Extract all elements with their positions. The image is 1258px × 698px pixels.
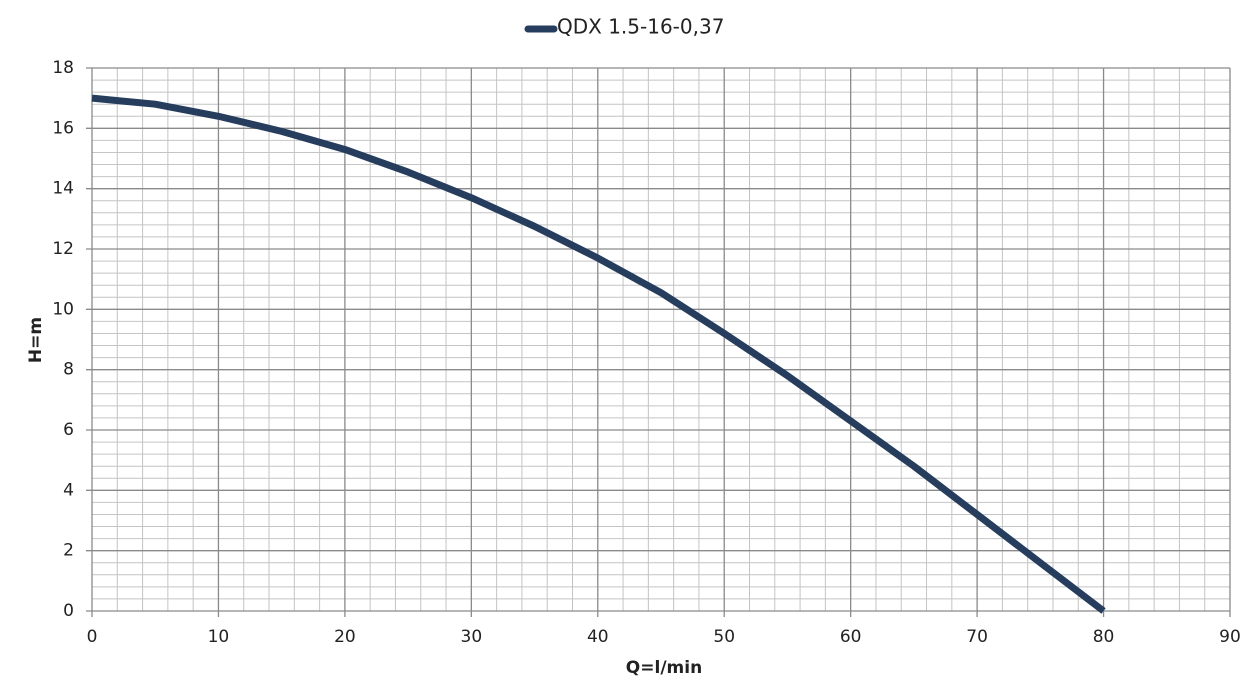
x-tick-label: 50 xyxy=(713,627,735,647)
y-tick-label: 4 xyxy=(63,480,74,500)
x-tick-label: 70 xyxy=(966,627,988,647)
x-axis-title: Q=l/min xyxy=(626,658,702,678)
x-tick-label: 10 xyxy=(208,627,230,647)
x-tick-label: 20 xyxy=(334,627,356,647)
y-tick-label: 12 xyxy=(52,239,74,259)
y-tick-label: 0 xyxy=(63,601,74,621)
x-tick-label: 0 xyxy=(87,627,98,647)
y-tick-label: 8 xyxy=(63,360,74,380)
data-line xyxy=(91,94,1106,614)
x-tick-label: 80 xyxy=(1093,627,1115,647)
y-tick-label: 6 xyxy=(63,420,74,440)
y-tick-label: 2 xyxy=(63,541,74,561)
y-tick-label: 14 xyxy=(52,179,74,199)
y-axis-title: H=m xyxy=(26,317,46,363)
legend-label: QDX 1.5-16-0,37 xyxy=(557,15,724,39)
legend-item: QDX 1.5-16-0,37 xyxy=(524,15,724,39)
x-tick-label: 60 xyxy=(840,627,862,647)
x-tick-label: 40 xyxy=(587,627,609,647)
x-tick-label: 30 xyxy=(461,627,483,647)
y-tick-label: 18 xyxy=(52,58,74,78)
x-tick-label: 90 xyxy=(1219,627,1241,647)
y-tick-label: 10 xyxy=(52,299,74,319)
y-tick-label: 16 xyxy=(52,118,74,138)
